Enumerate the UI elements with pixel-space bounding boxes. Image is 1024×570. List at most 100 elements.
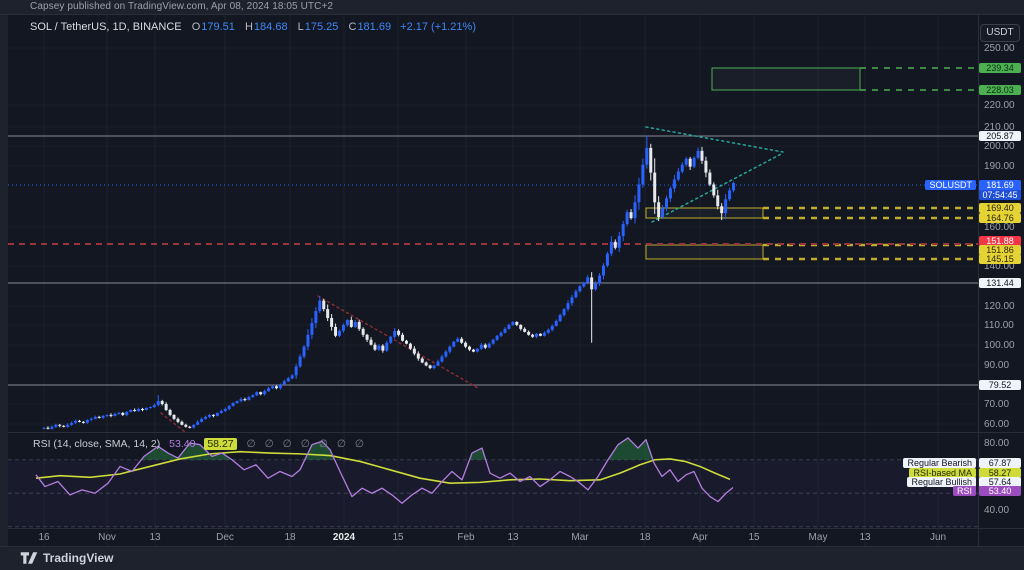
candle-body (531, 334, 535, 337)
price-badge: 228.03 (979, 85, 1021, 95)
candle-body (176, 418, 180, 422)
symbol-title[interactable]: SOL / TetherUS, 1D, BINANCE (30, 21, 182, 33)
candle-body (148, 407, 152, 409)
candle-body (251, 395, 255, 398)
candle-body (538, 333, 542, 336)
candle-body (326, 309, 330, 318)
candle-body (574, 291, 578, 298)
candle-body (50, 426, 54, 429)
time-tick-label: 15 (748, 532, 760, 543)
price-tick-label: 160.00 (984, 222, 1015, 233)
candle-body (408, 343, 412, 349)
time-tick-label: May (808, 532, 828, 543)
price-badge: 145.15 (979, 254, 1021, 264)
candle-body (601, 265, 605, 276)
candle-body (566, 303, 570, 310)
candle-body (668, 188, 672, 199)
candle-body (696, 150, 700, 158)
price-badge: 57.64 (979, 477, 1021, 487)
candle-body (66, 424, 70, 427)
candle-body (511, 321, 515, 325)
candle-body (129, 409, 133, 412)
rsi-header: RSI (14, close, SMA, 14, 2) 53.40 58.27 … (33, 438, 367, 450)
candle-body (77, 420, 81, 422)
candle-body (137, 408, 141, 411)
candle-body (54, 424, 58, 427)
candle-body (101, 415, 105, 418)
trendline (317, 295, 479, 389)
candle-body (192, 424, 196, 428)
price-badge: 67.87 (979, 458, 1021, 468)
currency-toggle-button[interactable]: USDT (980, 24, 1020, 42)
candle-body (550, 325, 554, 330)
rsi-value: 53.40 (169, 438, 196, 450)
candle-body (278, 384, 282, 389)
axis-tag-label: RSI (952, 486, 976, 496)
candle-body (223, 408, 227, 411)
rsi-ma-line (35, 450, 731, 485)
candle-body (475, 348, 479, 352)
rsi-overbought-fill (469, 448, 486, 460)
candle-body (728, 190, 732, 200)
candle-body (172, 414, 176, 419)
candle-body (688, 158, 692, 167)
candle-body (495, 335, 499, 340)
candle-body (456, 338, 460, 342)
candle-body (290, 375, 294, 379)
candle-body (58, 424, 62, 426)
time-tick-label: 15 (392, 532, 404, 543)
tradingview-logo-icon (20, 552, 38, 564)
rsi-empty-slots: ∅ ∅ ∅ ∅ ∅ ∅ ∅ (246, 438, 368, 450)
candle-body (180, 421, 184, 425)
tradingview-logo-text: TradingView (43, 551, 114, 565)
price-tick-label: 140.00 (984, 261, 1015, 272)
price-badge: 151.88 (979, 236, 1021, 246)
candle-body (578, 286, 582, 292)
rsi-title[interactable]: RSI (14, close, SMA, 14, 2) (33, 438, 161, 450)
candle-body (633, 202, 637, 219)
candle-body (676, 171, 680, 180)
candle-body (491, 339, 495, 344)
candle-body (227, 406, 231, 409)
candle-body (401, 334, 405, 341)
candle-body (160, 401, 164, 405)
time-tick-label: 18 (284, 532, 296, 543)
candle-body (125, 411, 129, 415)
candle-body (361, 328, 365, 335)
candle-body (468, 346, 472, 350)
change-value: +2.17 (+1.21%) (400, 21, 476, 33)
candle-body (424, 362, 428, 366)
candle-body (586, 277, 590, 283)
candle-body (432, 365, 436, 369)
candle-body (487, 343, 491, 348)
close-label: C (348, 21, 357, 33)
candle-body (239, 399, 243, 402)
candle-body (503, 328, 507, 333)
close-value: 181.69 (357, 21, 392, 33)
candle-body (200, 418, 204, 422)
price-tick-label: 90.00 (984, 360, 1010, 371)
candle-body (452, 341, 456, 347)
candle-body (89, 418, 93, 420)
candle-body (345, 319, 349, 325)
price-tick-label: 210.00 (984, 122, 1015, 133)
candle-body (121, 412, 125, 415)
candle-body (397, 330, 401, 335)
candle-body (704, 160, 708, 173)
time-tick-label: Nov (98, 532, 116, 543)
candle-body (144, 407, 148, 410)
open-label: O (191, 21, 201, 33)
tradingview-logo[interactable]: TradingView (20, 551, 113, 565)
candle-body (42, 427, 46, 429)
candle-body (464, 342, 468, 347)
demand-zone-2 (645, 244, 764, 260)
candle-body (74, 420, 78, 423)
candle-body (377, 345, 381, 350)
candle-body (680, 164, 684, 172)
axis-tag-label: Regular Bearish (903, 458, 976, 468)
candle-body (274, 386, 278, 389)
candle-body (712, 184, 716, 196)
candle-body (184, 424, 188, 427)
